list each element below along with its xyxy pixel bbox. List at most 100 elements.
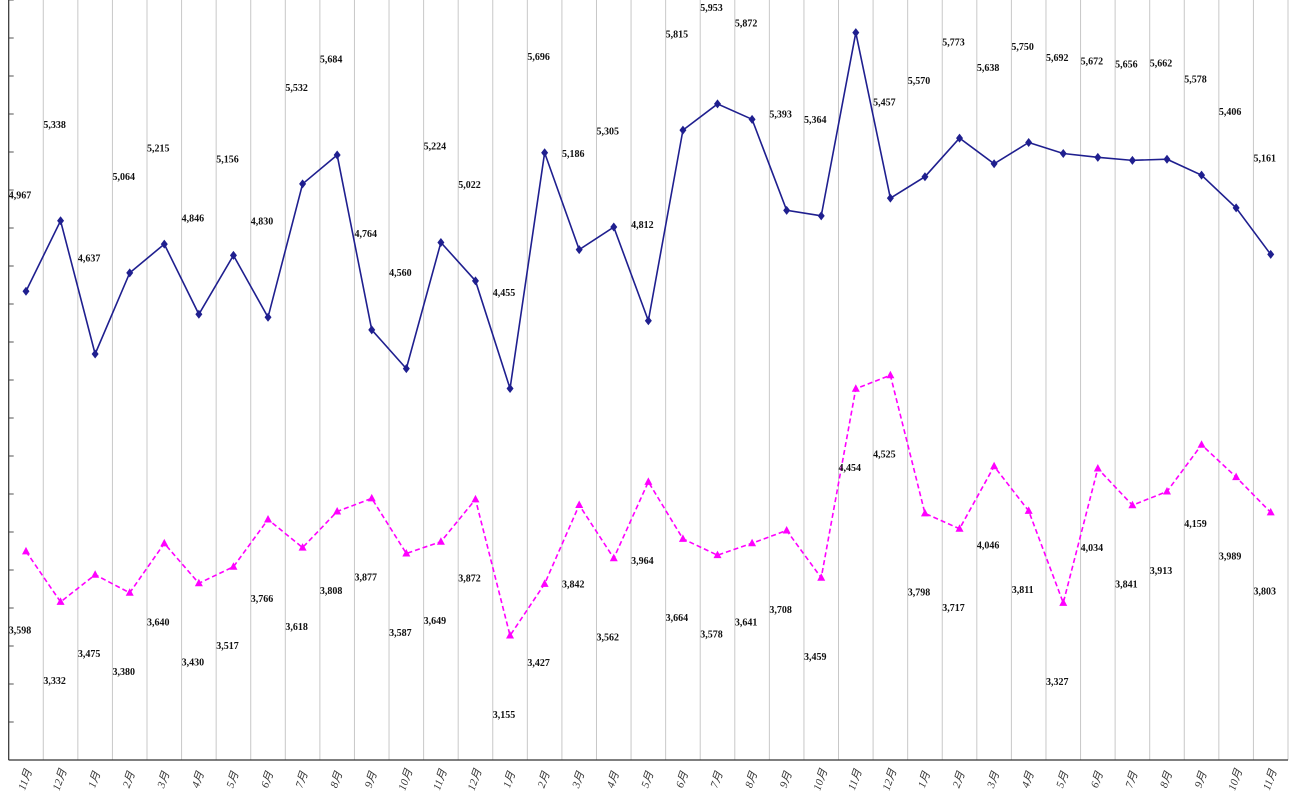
- point: [471, 276, 479, 286]
- point: [610, 222, 618, 232]
- point: [678, 534, 687, 542]
- point: [299, 179, 307, 189]
- x-tick-label: 9月: [363, 769, 380, 790]
- data-label: 3,766: [251, 594, 274, 605]
- data-label: 3,717: [942, 603, 965, 614]
- point: [1266, 507, 1275, 516]
- data-label: 5,186: [562, 149, 585, 160]
- point: [56, 597, 65, 605]
- data-label: 5,872: [735, 19, 758, 30]
- data-label: 5,570: [908, 76, 931, 87]
- point: [955, 524, 964, 532]
- x-tick-label: 2月: [121, 769, 138, 790]
- point: [1162, 487, 1171, 495]
- x-tick-label: 6月: [674, 769, 691, 790]
- x-tick-label: 1月: [501, 769, 518, 790]
- point: [229, 250, 237, 260]
- data-label: 3,587: [389, 628, 412, 639]
- series-line: [25, 374, 1272, 638]
- x-tick-label: 10月: [396, 767, 415, 793]
- data-label: 5,750: [1011, 42, 1034, 53]
- data-label: 4,812: [631, 220, 654, 231]
- data-label: 4,560: [389, 268, 412, 279]
- data-label: 3,798: [908, 588, 931, 599]
- data-label: 3,649: [424, 616, 447, 627]
- x-tick-label: 5月: [639, 769, 656, 790]
- x-tick-label: 9月: [1193, 769, 1210, 790]
- point: [541, 148, 549, 158]
- point: [1093, 464, 1102, 472]
- data-label: 5,022: [458, 180, 481, 191]
- x-tick-label: 4月: [1020, 769, 1037, 790]
- data-label: 3,964: [631, 556, 654, 567]
- point: [644, 477, 653, 485]
- data-label: 3,380: [112, 667, 135, 678]
- x-tick-label: 3月: [155, 769, 173, 790]
- data-label: 3,989: [1219, 551, 1242, 562]
- x-tick-label: 9月: [778, 769, 795, 790]
- data-label: 4,046: [977, 541, 1000, 552]
- point: [644, 316, 652, 326]
- x-tick-label: 12月: [51, 767, 70, 793]
- data-label: 3,708: [769, 605, 792, 616]
- x-tick-label: 5月: [225, 769, 242, 790]
- point: [1163, 154, 1171, 164]
- point: [160, 239, 168, 249]
- data-label: 5,305: [597, 126, 620, 137]
- data-label: 5,161: [1253, 154, 1276, 165]
- data-label: 5,364: [804, 115, 827, 126]
- data-label: 5,684: [320, 54, 343, 65]
- point: [229, 562, 238, 570]
- point: [1059, 149, 1067, 159]
- point: [22, 286, 30, 296]
- point: [195, 309, 203, 319]
- data-label: 3,842: [562, 579, 585, 590]
- x-tick-label: 2月: [536, 769, 553, 790]
- data-label: 5,662: [1150, 59, 1173, 70]
- point: [471, 494, 480, 503]
- point: [368, 325, 376, 335]
- data-label: 5,393: [769, 110, 792, 121]
- data-label: 3,562: [597, 633, 620, 644]
- point: [506, 384, 514, 394]
- data-label: 5,215: [147, 143, 170, 154]
- data-label: 5,338: [43, 120, 66, 131]
- x-tick-label: 5月: [1054, 769, 1071, 790]
- point: [679, 125, 687, 135]
- data-label: 5,224: [424, 142, 447, 153]
- data-label: 3,332: [43, 676, 66, 687]
- point: [160, 538, 169, 547]
- data-label: 4,034: [1081, 543, 1104, 554]
- point: [1232, 203, 1240, 213]
- point: [333, 150, 341, 160]
- x-tick-label: 2月: [951, 769, 968, 790]
- data-label: 3,803: [1253, 587, 1276, 598]
- data-label: 4,846: [182, 214, 205, 225]
- x-tick-label: 8月: [743, 769, 760, 790]
- x-tick-label: 10月: [811, 767, 830, 793]
- point: [851, 384, 860, 392]
- point: [21, 546, 30, 555]
- point: [713, 550, 722, 559]
- data-label: 5,672: [1081, 57, 1104, 68]
- data-label: 3,877: [354, 573, 377, 584]
- point: [1024, 506, 1033, 514]
- data-label: 5,156: [216, 155, 239, 166]
- x-tick-label: 11月: [1261, 767, 1280, 792]
- x-tick-label: 11月: [431, 767, 450, 792]
- data-label: 3,430: [182, 658, 205, 669]
- x-tick-label: 3月: [570, 769, 588, 790]
- x-tick-label: 4月: [605, 769, 622, 790]
- point: [1198, 170, 1206, 180]
- point: [748, 538, 757, 547]
- data-label: 3,475: [78, 649, 101, 660]
- x-tick-label: 6月: [1089, 769, 1106, 790]
- point: [886, 193, 894, 203]
- point: [1025, 138, 1033, 147]
- point: [194, 578, 203, 587]
- data-label: 3,808: [320, 586, 343, 597]
- x-tick-label: 4月: [190, 769, 207, 790]
- data-label: 3,641: [735, 618, 758, 629]
- x-tick-label: 7月: [294, 769, 311, 790]
